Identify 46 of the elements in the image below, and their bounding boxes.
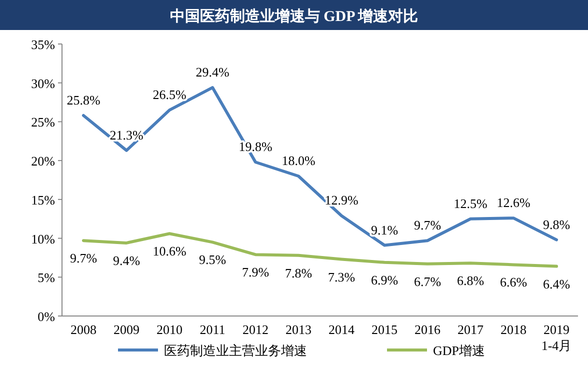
data-label: 18.0% (282, 153, 316, 168)
y-tick-label: 35% (31, 37, 56, 52)
x-tick-label: 2019 1-4月 (541, 322, 572, 353)
data-label: 6.7% (414, 274, 442, 289)
x-tick-label: 2011 (200, 322, 226, 337)
data-label: 7.8% (284, 265, 312, 280)
data-label: 9.5% (198, 252, 226, 268)
chart-title: 中国医药制造业增速与 GDP 增速对比 (170, 8, 418, 25)
data-label: 9.7% (70, 250, 98, 266)
data-label: 9.4% (112, 252, 140, 268)
data-label: 9.1% (370, 222, 398, 238)
y-tick-label: 20% (31, 154, 56, 169)
data-label: 10.6% (152, 244, 186, 259)
x-tick-label: 2012 (242, 322, 268, 337)
data-label: 9.7% (414, 218, 442, 233)
data-label: 26.5% (152, 87, 186, 102)
x-tick-label: 2013 (286, 322, 312, 337)
x-tick-label: 2010 (156, 322, 182, 337)
x-tick-label: 2015 (372, 322, 398, 337)
x-tick-label: 2017 (458, 322, 484, 337)
data-label: 29.4% (196, 64, 230, 80)
x-tick-label: 2018 (500, 322, 526, 337)
data-label: 6.6% (500, 274, 528, 290)
data-label: 12.9% (324, 192, 358, 208)
data-label: 25.8% (66, 92, 100, 108)
y-tick-label: 10% (31, 231, 56, 246)
y-tick-label: 30% (31, 76, 56, 91)
x-tick-label: 2016 (414, 322, 441, 337)
data-label: 21.3% (110, 127, 144, 142)
data-label: 12.6% (496, 195, 530, 210)
data-label: 7.3% (328, 269, 356, 284)
x-tick-label: 2009 (114, 322, 140, 337)
y-tick-label: 5% (38, 270, 56, 286)
y-tick-label: 15% (31, 192, 56, 208)
y-tick-label: 0% (38, 309, 56, 324)
data-label: 12.5% (454, 196, 488, 211)
data-label: 6.9% (370, 272, 398, 288)
y-tick-label: 25% (31, 114, 56, 130)
data-label: 7.9% (242, 264, 270, 280)
data-label: 6.4% (542, 276, 570, 292)
legend-label: 医药制造业主营业务增速 (164, 343, 307, 358)
x-tick-label: 2014 (328, 322, 355, 337)
legend-label: GDP增速 (433, 343, 486, 358)
data-label: 6.8% (456, 273, 484, 288)
data-label: 9.8% (542, 216, 570, 232)
x-tick-label: 2008 (70, 322, 96, 337)
